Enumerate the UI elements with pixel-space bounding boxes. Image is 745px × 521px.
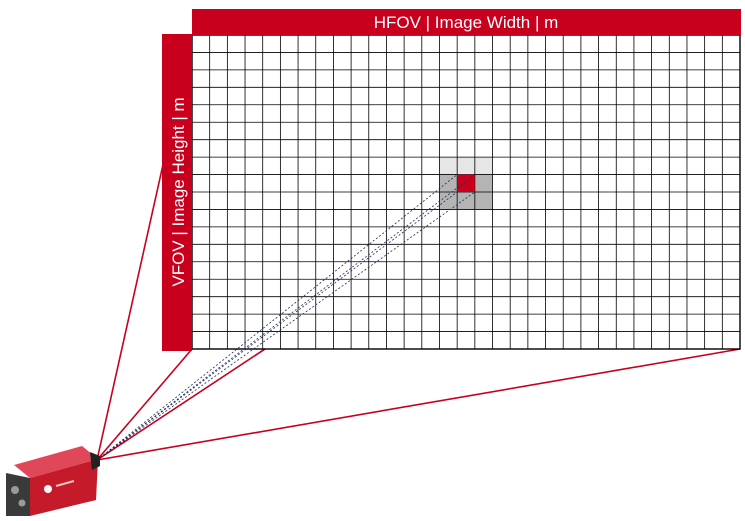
hfov-banner-bar: [192, 9, 741, 35]
camera-lens: [90, 452, 100, 470]
fov-line-bottom-right: [96, 348, 741, 461]
vfov-banner-bar: [162, 34, 192, 351]
camera-logo-text: [55, 480, 75, 487]
measured-pixel: [457, 174, 475, 192]
camera-body: [30, 459, 98, 516]
vfov-label: VFOV | Image Height | m: [169, 97, 188, 286]
camera-logo-icon: [44, 485, 52, 493]
hfov-label: HFOV | Image Width | m: [374, 13, 559, 32]
image-frame: [191, 34, 741, 350]
vfov-banner: VFOV | Image Height | m: [162, 34, 192, 351]
camera-rear: [6, 473, 30, 516]
camera-connector-1: [11, 486, 19, 494]
camera-connector-2: [18, 499, 26, 507]
hfov-banner: HFOV | Image Width | m: [192, 9, 741, 35]
fov-line-bottom-left: [96, 348, 193, 461]
pixel-ray: [96, 191, 476, 461]
pixel-ray: [96, 191, 458, 461]
pixel-rays: [96, 174, 476, 461]
thermal-camera-icon: [6, 446, 100, 516]
pixel-ray: [96, 174, 476, 461]
pixel-ray: [96, 174, 458, 461]
camera-top: [14, 446, 98, 478]
